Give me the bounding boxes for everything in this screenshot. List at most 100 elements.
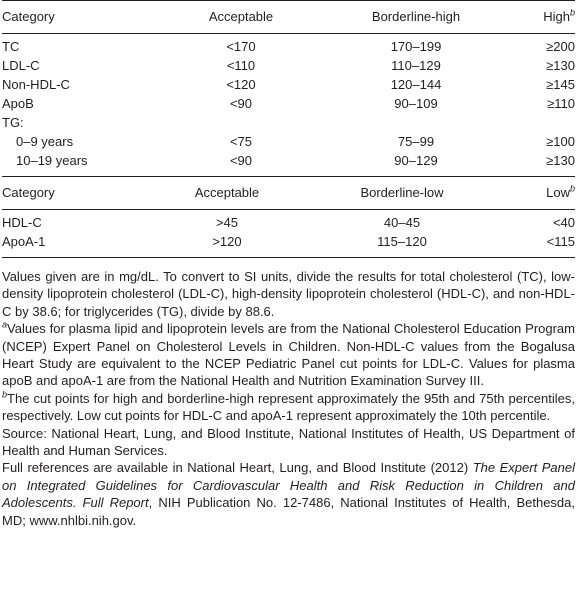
references: Full references are available in Nationa… [2,459,575,529]
cell: 115–120 [302,232,502,258]
ref-title: The Expert Panel on Integrated Guideline… [2,460,575,511]
cut-point: <75 [229,134,253,149]
row-label: TC [2,39,20,54]
header-cell: Borderline-low [302,177,502,210]
note-marker: a [2,319,8,330]
cut-point: 170–199 [390,39,442,54]
row-label: ApoB [2,96,34,111]
cell: >45 [152,210,302,233]
header-text: Category [2,185,55,200]
cell: <115 [502,232,575,258]
cell: <90 [166,94,316,113]
cell: 90–129 [316,151,516,177]
lipid-table-high: Category Acceptable Borderline-high Highb TC… [2,0,575,177]
cell: TC [2,34,166,57]
header-text: Acceptable [208,9,274,24]
row-label: 0–9 years [16,134,74,149]
cut-point: 115–120 [377,234,427,249]
cell: ≥130 [516,56,575,75]
cell: ApoB [2,94,166,113]
cell: TG: [2,113,166,132]
row-label: TG: [2,115,24,130]
row-label: 10–19 years [16,153,88,168]
header-note: b [569,7,575,18]
header-text: Borderline-low [360,185,444,200]
row: ApoA-1 >120 115–120 <115 [2,232,575,258]
header-note: b [569,183,575,194]
cell: HDL-C [2,210,152,233]
cut-point: <40 [552,215,575,230]
cell: <120 [166,75,316,94]
header-text: High [543,9,570,24]
cut-point: ≥110 [547,96,575,111]
header-cell: Borderline-high [316,0,516,34]
cut-point: 75–99 [397,134,435,149]
row-label: Non-HDL-C [2,77,70,92]
cut-point: <90 [229,153,253,168]
header-row: Category Acceptable Borderline-low Lowb [2,177,575,210]
cell: <75 [166,132,316,151]
header-cell: Category [2,177,152,210]
row-label: ApoA-1 [2,234,46,249]
cut-point: <90 [229,96,253,111]
header-cell: Acceptable [152,177,302,210]
note-text: The cut points for high and borderline-h… [2,390,575,424]
cell: 110–129 [316,56,516,75]
cell [516,113,575,132]
header-text: Category [2,9,55,24]
cell [316,113,516,132]
cut-point: ≥100 [546,134,575,149]
header-cell: Highb [516,0,575,34]
header-text: Low [546,185,570,200]
note-marker: b [2,389,8,400]
cell: 10–19 years [2,151,166,177]
header-row: Category Acceptable Borderline-high Highb [2,0,575,34]
cut-point: >45 [215,215,239,230]
cut-point: <115 [546,234,575,249]
cell: LDL-C [2,56,166,75]
cell: ≥200 [516,34,575,57]
cell: ApoA-1 [2,232,152,258]
cell: 170–199 [316,34,516,57]
cell: <170 [166,34,316,57]
row: 0–9 years <75 75–99 ≥100 [2,132,575,151]
header-text: Acceptable [194,185,260,200]
row-label: HDL-C [2,215,42,230]
cell: Non-HDL-C [2,75,166,94]
row: TG: [2,113,575,132]
ref-text: , NIH Publication No. 12-7486, National … [2,495,575,528]
cell: >120 [152,232,302,258]
row: LDL-C <110 110–129 ≥130 [2,56,575,75]
units-note: Values given are in mg/dL. To convert to… [2,269,575,319]
header-cell: Category [2,0,166,34]
cell: 75–99 [316,132,516,151]
note-text: Values for plasma lipid and lipoprotein … [2,321,575,389]
cut-point: 90–109 [394,96,438,111]
notes: Values given are in mg/dL. To convert to… [2,268,575,529]
cut-point: 40–45 [383,215,421,230]
cell: ≥130 [516,151,575,177]
cell: ≥100 [516,132,575,151]
cell [166,113,316,132]
note-b: bThe cut points for high and borderline-… [2,390,575,425]
header-text: Borderline-high [371,9,461,24]
cut-point: ≥130 [546,58,575,73]
cell: 40–45 [302,210,502,233]
row-label: LDL-C [2,58,40,73]
note-a: aValues for plasma lipid and lipoprotein… [2,320,575,390]
cut-point: <120 [226,77,256,92]
row: ApoB <90 90–109 ≥110 [2,94,575,113]
ref-text: Full references are available in Nationa… [2,460,469,476]
cell: 120–144 [316,75,516,94]
row: Non-HDL-C <120 120–144 ≥145 [2,75,575,94]
cell: 90–109 [316,94,516,113]
cut-point: 90–129 [394,153,438,168]
cell: ≥145 [516,75,575,94]
cut-point: 120–144 [390,77,442,92]
source: Source: National Heart, Lung, and Blood … [2,425,575,459]
cell: <40 [502,210,575,233]
cell: ≥110 [516,94,575,113]
cut-point: 110–129 [391,58,441,73]
cut-point: ≥200 [546,39,575,54]
